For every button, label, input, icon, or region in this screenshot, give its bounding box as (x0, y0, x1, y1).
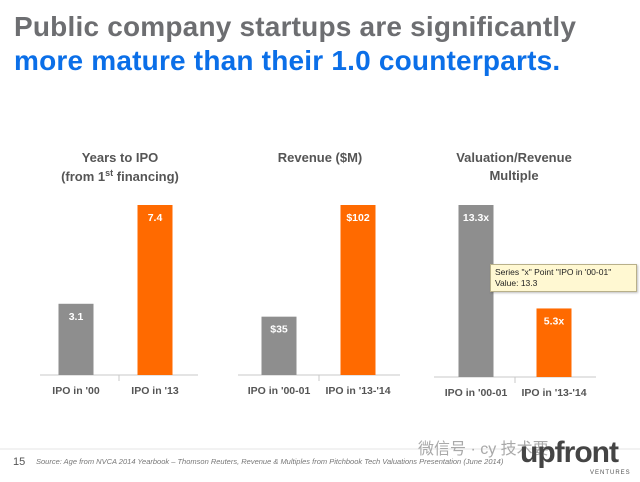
upfront-logo-sub: VENTURES (590, 470, 631, 476)
chart-2-data-label-1: $35 (270, 324, 288, 336)
chart-3-title-line-1: Valuation/Revenue (456, 150, 572, 165)
chart-2-bar-1 (261, 316, 297, 375)
chart-1-category-label-2: IPO in '13 (131, 385, 179, 397)
title-line-1: Public company startups are significantl… (14, 11, 577, 42)
chart-2-category-label-2: IPO in '13-'14 (325, 385, 390, 397)
page-number: 15 (13, 456, 26, 468)
chart-2-category-label-1: IPO in '00-01 (248, 385, 311, 397)
title-line-2: more mature than their 1.0 counterparts. (14, 45, 561, 76)
chart-3-data-label-2: 5.3x (544, 315, 565, 327)
chart-2-title-line-1: Revenue ($M) (278, 150, 363, 165)
chart-tooltip: Series "x" Point "IPO in '00-01" Value: … (490, 264, 637, 292)
chart-1-bar-2 (137, 205, 173, 375)
chart-1-data-label-2: 7.4 (148, 212, 163, 224)
chart-3-category-label-1: IPO in '00-01 (445, 387, 508, 399)
chart-3-bar-1 (458, 205, 494, 377)
chart-3-category-label-2: IPO in '13-'14 (521, 387, 586, 399)
chart-2-data-label-2: $102 (346, 212, 370, 224)
chart-1-bar-1 (58, 303, 94, 375)
tooltip-series-line: Series "x" Point "IPO in '00-01" (495, 267, 612, 277)
chart-1-category-label-1: IPO in '00 (52, 385, 100, 397)
slide-title: Public company startups are significantl… (14, 10, 576, 78)
chart-3-data-label-1: 13.3x (463, 212, 489, 224)
chart-3-title-line-2: Multiple (489, 168, 538, 183)
upfront-logo: upfront (520, 436, 619, 469)
source-note: Source: Age from NVCA 2014 Yearbook – Th… (36, 457, 504, 466)
chart-1-title-line-2: (from 1st financing) (61, 168, 179, 184)
chart-1-title-line-1: Years to IPO (82, 150, 159, 165)
chart-1-data-label-1: 3.1 (69, 311, 84, 323)
chart-2-bar-2 (340, 205, 376, 375)
wechat-watermark: 微信号 · cy 技术要 (418, 441, 549, 458)
tooltip-value-line: Value: 13.3 (495, 278, 538, 288)
chart-3-bar-2 (536, 308, 572, 377)
